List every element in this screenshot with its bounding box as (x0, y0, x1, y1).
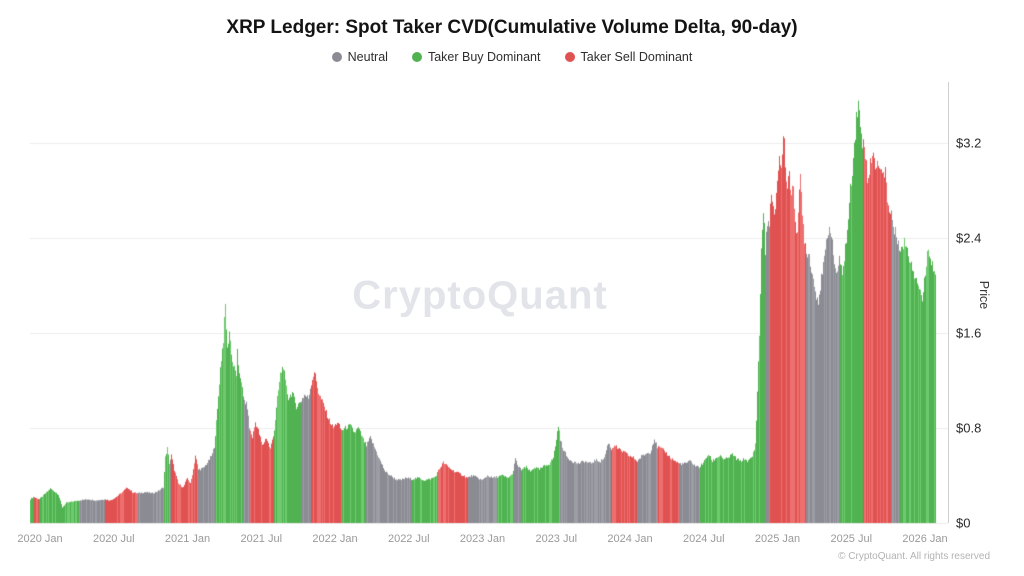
x-tick-label: 2023 Jul (535, 533, 578, 545)
copyright-text: © CryptoQuant. All rights reserved (838, 551, 990, 562)
legend-item-taker-sell[interactable]: Taker Sell Dominant (564, 50, 693, 64)
y-tick-label: $3.2 (956, 135, 982, 151)
legend-label: Neutral (347, 50, 388, 64)
sell-dot-icon (564, 52, 575, 62)
x-tick-label: 2021 Jul (240, 533, 283, 545)
y-axis-line (948, 82, 949, 523)
x-tick-label: 2023 Jan (459, 533, 506, 545)
y-tick-label: $0 (956, 515, 971, 531)
x-tick-label: 2022 Jul (387, 533, 430, 545)
chart-legend: Neutral Taker Buy Dominant Taker Sell Do… (0, 50, 1024, 64)
legend-label: Taker Sell Dominant (580, 50, 693, 64)
y-axis-title: Price (977, 280, 991, 310)
y-tick-label: $2.4 (956, 230, 982, 246)
buy-dot-icon (411, 52, 422, 62)
price-bars-canvas[interactable] (30, 85, 948, 525)
x-tick-label: 2020 Jul (92, 533, 135, 545)
chart-title: XRP Ledger: Spot Taker CVD(Cumulative Vo… (226, 17, 798, 38)
x-tick-label: 2025 Jul (830, 533, 873, 545)
legend-label: Taker Buy Dominant (427, 50, 541, 64)
x-tick-label: 2024 Jan (607, 533, 653, 545)
neutral-dot-icon (331, 52, 342, 62)
x-tick-label: 2021 Jan (164, 533, 211, 545)
x-tick-label: 2022 Jan (312, 533, 358, 545)
y-tick-label: $1.6 (956, 325, 982, 341)
legend-item-neutral[interactable]: Neutral (331, 50, 388, 64)
x-tick-label: 2020 Jan (17, 533, 63, 545)
y-tick-label: $0.8 (956, 420, 982, 436)
x-tick-label: 2024 Jul (682, 533, 725, 545)
legend-item-taker-buy[interactable]: Taker Buy Dominant (411, 50, 541, 64)
x-tick-label: 2026 Jan (902, 533, 948, 545)
x-tick-label: 2025 Jan (754, 533, 801, 545)
